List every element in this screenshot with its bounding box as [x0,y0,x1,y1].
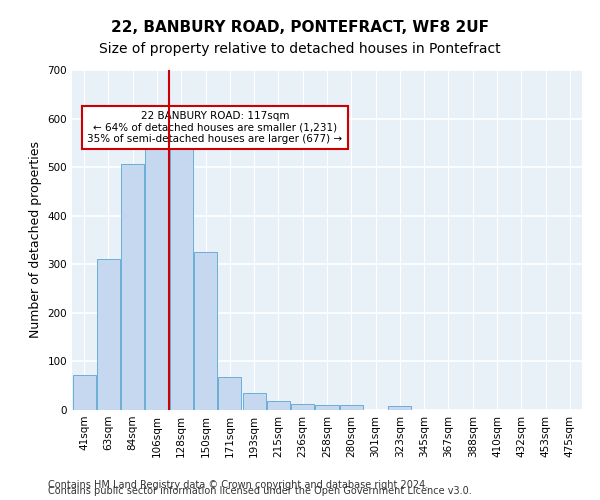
Bar [267,402,290,410]
Bar [242,393,266,410]
Text: 22 BANBURY ROAD: 117sqm
← 64% of detached houses are smaller (1,231)
35% of semi: 22 BANBURY ROAD: 117sqm ← 64% of detache… [87,111,343,144]
Bar [218,378,241,410]
Y-axis label: Number of detached properties: Number of detached properties [29,142,42,338]
Bar [145,130,169,410]
Bar [97,259,120,410]
Text: 22, BANBURY ROAD, PONTEFRACT, WF8 2UF: 22, BANBURY ROAD, PONTEFRACT, WF8 2UF [111,20,489,35]
Bar [170,130,193,410]
Bar [291,404,314,410]
Text: Contains public sector information licensed under the Open Government Licence v3: Contains public sector information licen… [48,486,472,496]
Bar [73,375,95,410]
Bar [316,404,338,410]
Bar [194,252,217,410]
Bar [388,406,412,410]
Bar [121,164,144,410]
Text: Size of property relative to detached houses in Pontefract: Size of property relative to detached ho… [99,42,501,56]
Text: Contains HM Land Registry data © Crown copyright and database right 2024.: Contains HM Land Registry data © Crown c… [48,480,428,490]
Bar [340,404,363,410]
